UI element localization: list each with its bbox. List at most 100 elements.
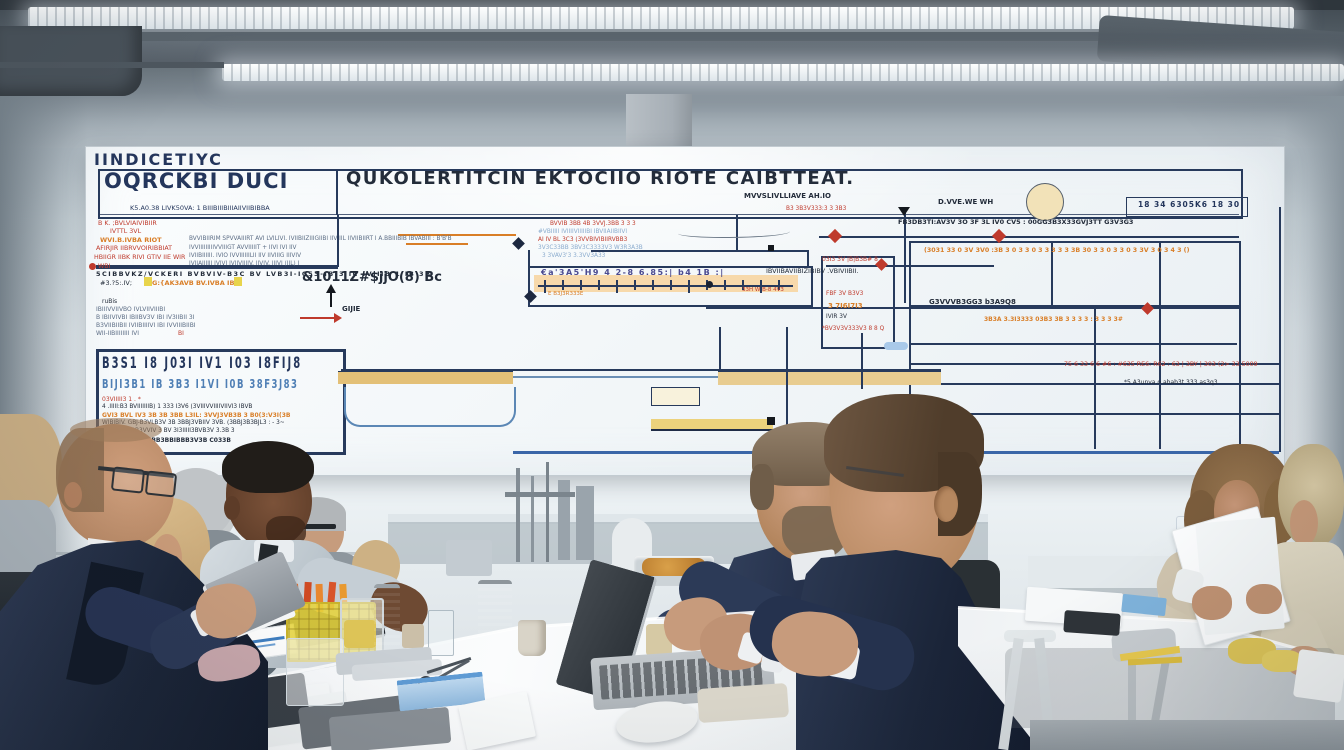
board-text-34: WIBJBIV. GBJ-B3VLB3V 3B 3BBJ3VBIIV 3VB. … — [102, 420, 285, 426]
timeline-tick — [760, 280, 762, 293]
board-text-5: 18 34 6305K6 18 30 — [1138, 200, 1241, 209]
board-text-22: GIJIE — [342, 305, 361, 313]
board-text-56: 33H W B-8 4V3 — [742, 287, 784, 293]
board-text-6: K5.A0.38 LIVK50VA: 1 BIIIBIIIBIIIAIIVIIB… — [130, 204, 270, 212]
diagram-linework-part — [144, 277, 152, 286]
diagram-linework-part — [334, 313, 342, 323]
cream-circle-marker — [1026, 183, 1064, 221]
face — [1290, 500, 1318, 546]
diagram-linework-part — [300, 317, 336, 319]
diagram-linework-part — [1094, 305, 1096, 449]
diagram-linework-part — [337, 215, 339, 267]
board-text-17: 5CIBBVKZ/VCKERI BVBVIV-B3C BV LVB3I-IC53… — [96, 270, 432, 278]
timeline-tick — [724, 280, 726, 290]
diagram-linework-part — [909, 383, 1237, 385]
hair-top — [70, 418, 162, 442]
header-band-box — [98, 169, 1243, 219]
diagram-linework-part — [861, 333, 863, 389]
ceiling-light-strip-lower — [222, 64, 1344, 81]
timeline-tick — [778, 280, 780, 290]
board-text-41: 3 3VAV3'3 3.3VV3A33 — [542, 253, 606, 259]
board-text-15: IVIIBIIIIII. IVIO IVVIIIIIILII IIV IIVII… — [189, 253, 302, 259]
equipment-rod — [546, 462, 549, 562]
timeline-axis — [538, 285, 793, 287]
board-text-37: BVVIB 3BB 4B 3VVJ.3BB 3 3 3 — [550, 221, 636, 227]
board-text-24: IBIIIVVIIVBO IVLVIIVIIIBI — [96, 306, 166, 313]
hand — [1192, 586, 1232, 620]
timeline-tick — [562, 280, 564, 290]
thick-task-line — [96, 265, 338, 269]
diagram-linework-part — [89, 263, 96, 270]
board-text-31: 03VIIIII3 1 . * — [102, 396, 141, 403]
diagram-linework — [86, 147, 1284, 475]
blue-tag-pill — [884, 342, 908, 350]
dark-calculator — [1063, 610, 1121, 636]
timeline-tick — [616, 280, 618, 293]
board-text-40: 3V3C33BB 3BV3C3333V3 W3R3A3B — [538, 245, 643, 251]
shoulder — [0, 500, 56, 572]
diagram-linework-part — [341, 369, 941, 371]
diagram-linework-part — [909, 363, 1237, 365]
board-text-38: #VBIIIII IVIIIIVIIIIIBI IBVIIAIIBIIVI — [538, 229, 628, 235]
timeline-tick — [652, 280, 654, 290]
diagram-linework-part — [1159, 241, 1161, 305]
diagram-linework-part — [1159, 305, 1161, 449]
support-pillar — [626, 94, 692, 152]
floor-right — [1030, 720, 1344, 750]
milestone-line — [819, 236, 1239, 238]
board-text-30: BIJI3B1 IB 3B3 I1VI I0B 38F3J83 — [102, 377, 299, 393]
equipment-rod — [531, 476, 534, 562]
board-text-52: *5 A3unva.o abab3t 333 as3q3 — [1124, 379, 1218, 386]
board-text-4: D.VVE.WE WH — [938, 198, 994, 206]
beige-bracket-object — [696, 682, 790, 724]
equipment-rod — [516, 468, 520, 562]
board-text-25: B IBIIVIVBI IBIIBV3V IBI IV3IIBII 3I — [96, 314, 195, 321]
black-tumbler-2 — [478, 580, 512, 654]
back-counter-left — [388, 514, 988, 524]
diagram-linework-part — [719, 327, 721, 371]
diagram-linework-part — [678, 227, 790, 238]
board-text-9: WVI.B.IVBA RIOT — [100, 236, 162, 244]
board-text-42: FB3DB3TI:AV3V 3O 3F 3L IV0 CV5 : 00GG3B3… — [898, 218, 1134, 226]
diagram-linework-part — [898, 207, 910, 216]
equipment-bar — [505, 492, 575, 497]
diagram-linework-part — [807, 250, 809, 267]
board-text-32: 4 .IIIII:B3 BVIIIIIIIB) 1 333 I3V6 (3VII… — [102, 404, 253, 410]
glasses-lens — [144, 470, 178, 498]
board-text-50: 3B3A 3.3I3333 03B3 3B 3 3 3 3 : 3 3 3 3# — [984, 316, 1123, 323]
board-text-8: IVTTL 3VL — [110, 228, 142, 235]
tan-bar-right — [718, 371, 941, 385]
board-text-21: &1011Z#$jjO(8) Bc — [302, 270, 442, 285]
timeline-tick — [580, 280, 582, 290]
chair-leg — [1128, 660, 1136, 750]
ceiling-light-strip-upper — [28, 7, 1294, 29]
diagram-linework-part — [528, 250, 530, 267]
tan-bar-left — [338, 371, 513, 384]
board-text-27: WII-IIBIIIIIIII IVI — [96, 330, 139, 337]
ceiling-beam — [0, 32, 1344, 41]
diagram-linework-part — [904, 207, 906, 303]
timeline-outer-box — [528, 266, 813, 307]
board-text-47: *BV3V3V333V3 8 8 Q — [822, 326, 885, 332]
top-right-id-box — [1126, 197, 1248, 217]
board-text-23: ruBis — [102, 298, 118, 305]
board-text-11: HBIIGR IIBK RIVI GTIV IIE WIR — [94, 254, 186, 261]
timeline-tick — [634, 280, 636, 290]
diagram-linework-part — [326, 284, 336, 293]
diagram-linework-part — [1237, 383, 1281, 385]
diagram-linework-part — [513, 376, 718, 378]
board-text-0: IINDICETIYC — [94, 150, 223, 169]
board-text-46: IVIR 3V — [826, 314, 847, 320]
board-text-14: IVVIIIIIIIIIVVIIIGT AVVIIIIIT + IIVI IVI… — [189, 245, 297, 251]
board-text-20: G:{AK3AVB BV.IVBA IB — [152, 279, 235, 287]
diagram-linework-part — [1279, 207, 1281, 452]
board-text-12: WBI — [98, 263, 111, 270]
diagram-linework-part — [909, 413, 1237, 415]
diagram-linework-part — [768, 245, 774, 251]
timeline-tick — [670, 280, 672, 290]
gray-slab — [446, 540, 492, 576]
board-text-33: GVI3 BVL IV3 3B 3B 3BB L3IL: 3VVJ3VB3B 3… — [102, 412, 291, 419]
ear — [934, 486, 958, 522]
board-text-29: B3S1 I8 J03I IV1 I03 I8FIJ8 — [102, 355, 303, 373]
diagram-linework-part — [1237, 413, 1281, 415]
